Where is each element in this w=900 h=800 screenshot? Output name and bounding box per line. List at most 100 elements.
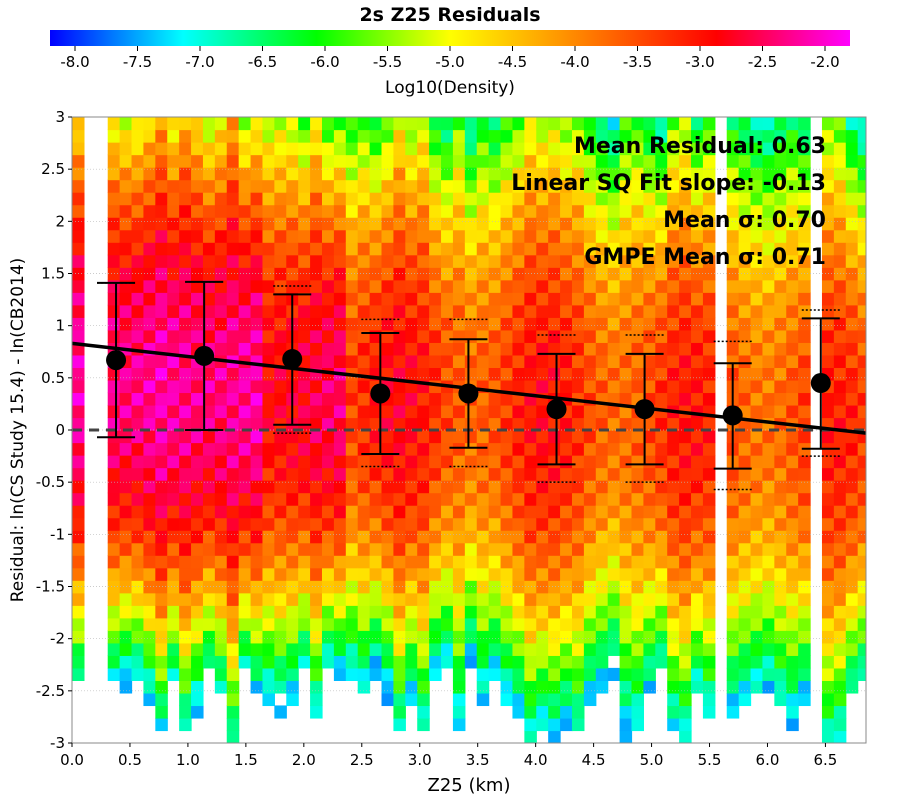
density-cell [655,567,668,581]
density-cell [821,229,835,243]
density-cell [500,580,514,594]
density-cell [691,555,704,569]
density-cell [131,192,145,206]
density-cell [631,630,645,644]
density-cell [250,304,264,318]
density-cell [524,404,537,419]
density-cell [321,617,335,631]
density-cell [524,242,537,256]
density-cell [321,292,335,306]
density-cell [571,705,585,719]
density-cell [321,542,335,556]
density-cell [298,192,311,206]
density-cell [667,154,680,168]
density-cell [798,342,811,356]
density-cell [214,680,228,694]
density-cell [298,392,311,406]
density-cell [798,192,811,206]
density-cell [250,242,264,256]
density-cell [369,342,383,356]
density-cell [381,354,395,368]
density-cell [607,204,621,218]
density-cell [774,217,787,231]
density-cell [631,417,645,431]
density-cell [857,317,866,331]
density-cell [167,542,180,556]
density-cell [488,480,502,494]
density-cell [655,367,668,381]
density-cell [357,329,371,343]
density-cell [571,605,585,619]
density-cell [202,655,216,669]
density-cell [798,142,811,156]
density-cell [393,505,406,519]
density-cell [631,692,645,707]
density-cell [214,392,228,406]
density-cell [571,567,585,581]
density-cell [405,142,418,156]
density-cell [524,717,537,732]
density-cell [524,304,537,318]
density-cell [393,667,406,681]
density-cell [143,430,156,444]
density-cell [762,655,775,669]
density-cell [583,605,597,619]
density-cell [238,117,252,131]
density-cell [286,605,299,619]
density-cell [310,492,323,506]
density-cell [679,217,692,231]
density-cell [691,192,704,206]
density-cell [786,142,799,156]
density-cell [131,480,145,494]
density-cell [571,492,585,506]
density-cell [464,617,478,631]
density-cell [286,167,299,181]
density-cell [179,267,192,281]
density-cell [607,617,621,631]
density-cell [738,179,752,193]
density-cell [821,530,835,544]
density-cell [119,680,133,694]
density-cell [524,580,537,594]
density-cell [214,617,228,631]
density-cell [631,117,645,131]
density-cell [262,267,275,281]
density-cell [417,367,430,381]
density-cell [298,179,311,193]
density-cell [738,354,752,368]
density-cell [333,542,347,556]
density-cell [607,392,621,406]
density-cell [179,329,192,343]
density-cell [405,442,418,456]
density-cell [250,342,264,356]
density-cell [488,354,502,368]
density-cell [262,530,275,544]
density-cell [405,279,418,293]
density-cell [274,542,287,556]
density-cell [107,117,121,131]
density-cell [155,204,168,218]
density-cell [583,630,597,644]
density-cell [191,705,204,719]
density-cell [833,217,847,231]
density-cell [595,467,609,481]
density-cell [333,329,347,343]
density-cell [274,142,287,156]
density-cell [702,642,716,656]
density-cell [429,467,442,481]
density-cell [286,517,299,531]
density-cell [381,292,395,306]
density-cell [179,692,192,707]
density-cell [571,367,585,381]
density-cell [452,442,466,456]
density-cell [333,317,347,331]
density-cell [702,705,716,719]
density-cell [357,630,371,644]
density-cell [333,580,347,594]
density-cell [619,492,633,506]
density-cell [381,567,395,581]
density-cell [464,354,478,368]
density-cell [202,279,216,293]
density-cell [119,292,133,306]
density-cell [119,267,133,281]
